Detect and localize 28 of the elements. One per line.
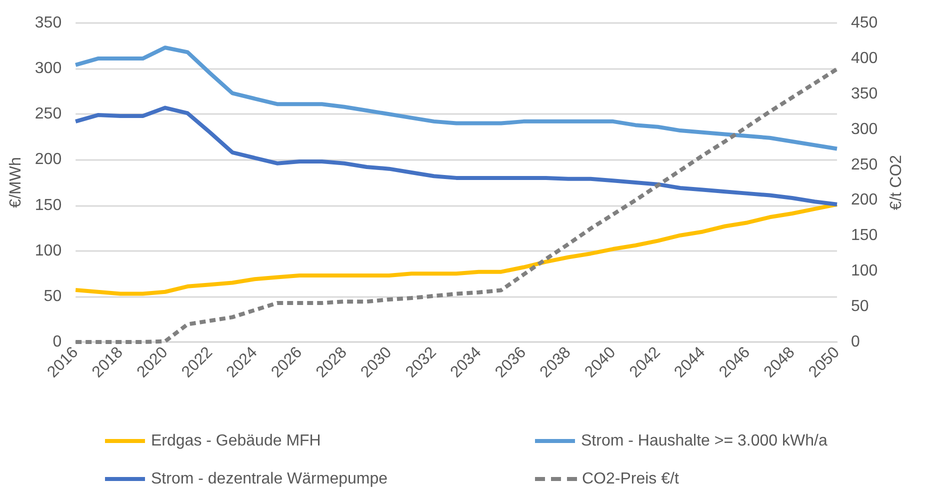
y2-tick-label: 50 xyxy=(851,298,869,316)
y-tick-label: 50 xyxy=(44,288,62,305)
legend-label: Erdgas - Gebäude MFH xyxy=(151,432,321,450)
y2-tick-label: 0 xyxy=(851,334,860,350)
y2-tick-label: 100 xyxy=(851,262,878,280)
y2-tick-label: 250 xyxy=(851,156,878,174)
y2-axis-title: €/t CO2 xyxy=(888,154,906,210)
y2-tick-label: 200 xyxy=(851,192,878,209)
y-tick-label: 200 xyxy=(34,151,62,168)
legend-label: Strom - dezentrale Wärmepumpe xyxy=(151,470,388,488)
line-series xyxy=(74,106,839,206)
y2-tick-label: 300 xyxy=(851,120,878,138)
y-tick-label: 0 xyxy=(52,334,62,350)
y2-tick-label: 450 xyxy=(851,14,878,32)
y-tick-label: 300 xyxy=(34,60,62,78)
y-tick-label: 250 xyxy=(34,106,62,123)
y2-tick-label: 350 xyxy=(851,85,878,102)
line-series xyxy=(74,67,839,344)
y2-tick-label: 400 xyxy=(851,50,878,67)
legend-label: CO2-Preis €/t xyxy=(582,470,680,488)
y-axis-title: €/MWh xyxy=(8,157,24,208)
y-tick-label: 350 xyxy=(34,14,62,32)
y-tick-label: 100 xyxy=(34,242,62,260)
y-tick-label: 150 xyxy=(34,196,62,214)
legend-label: Strom - Haushalte >= 3.000 kWh/a xyxy=(581,432,828,450)
y2-tick-label: 150 xyxy=(851,227,878,244)
line-series xyxy=(74,202,839,296)
line-series xyxy=(74,46,839,151)
